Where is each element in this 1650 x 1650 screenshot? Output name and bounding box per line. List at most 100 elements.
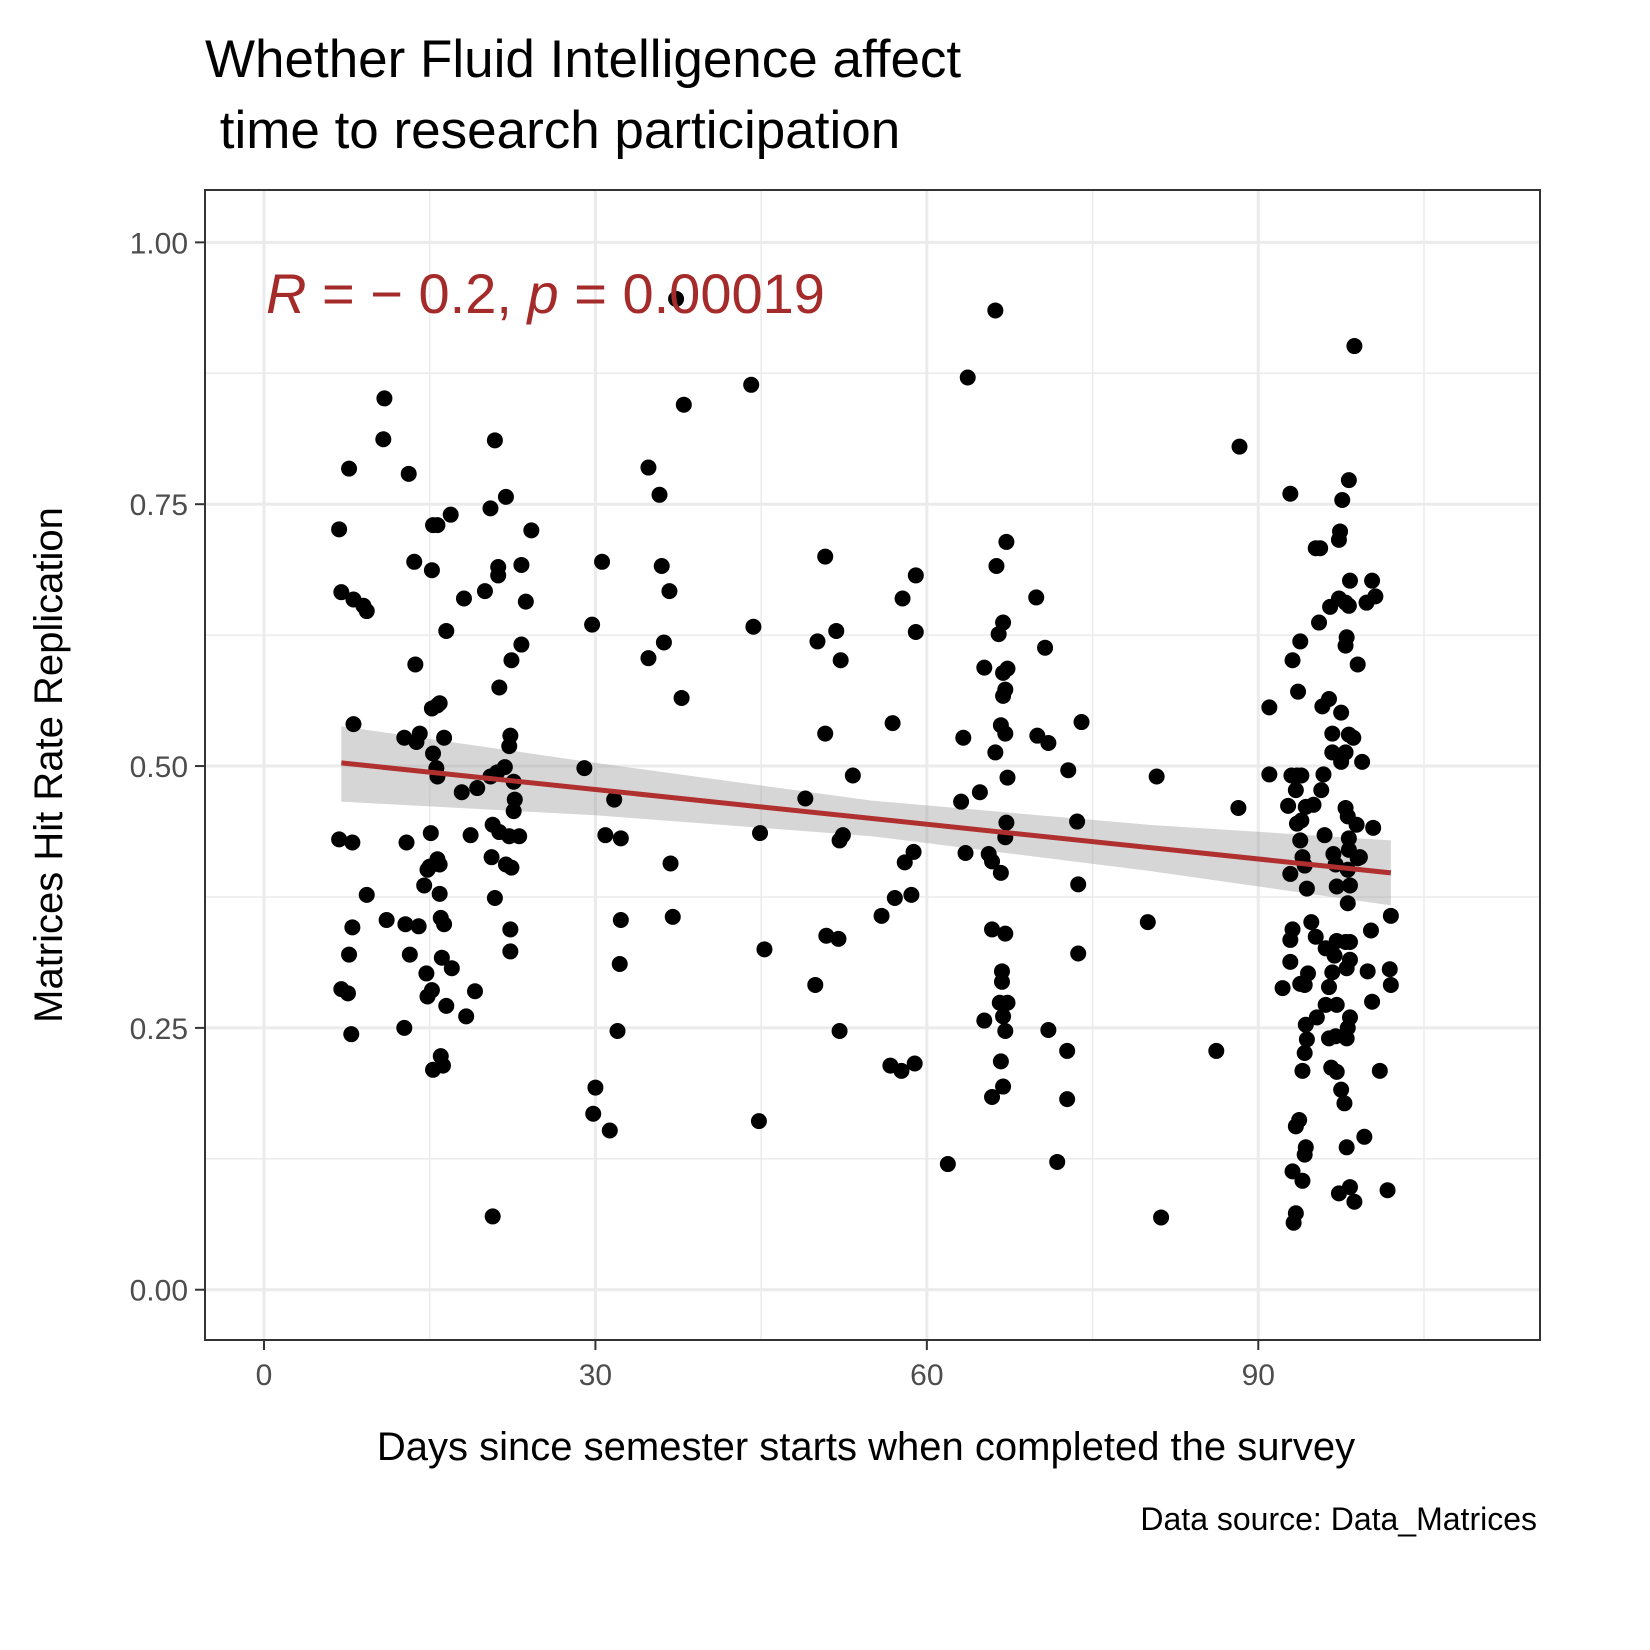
point	[976, 659, 993, 676]
point	[506, 791, 523, 808]
point	[410, 918, 427, 935]
point	[959, 369, 976, 386]
point	[1296, 976, 1313, 993]
chart-title: time to research participation	[205, 101, 900, 160]
point	[1305, 796, 1322, 813]
point	[501, 738, 518, 755]
point	[831, 1023, 848, 1040]
point	[375, 431, 392, 448]
point	[907, 567, 924, 584]
point	[411, 725, 428, 742]
point	[1371, 1062, 1388, 1079]
point	[1340, 472, 1357, 489]
point	[817, 548, 834, 565]
point	[1290, 683, 1307, 700]
point	[1349, 850, 1366, 867]
point	[1294, 1172, 1311, 1189]
point	[378, 912, 395, 929]
point	[1073, 714, 1090, 731]
point	[661, 583, 678, 600]
y-tick-label: 0.25	[130, 1013, 188, 1046]
point	[513, 556, 530, 573]
point	[438, 622, 455, 639]
point	[1292, 633, 1309, 650]
point	[469, 780, 486, 797]
point	[1296, 1146, 1313, 1163]
point	[1365, 819, 1382, 836]
point	[997, 925, 1014, 942]
point	[886, 890, 903, 907]
point	[906, 1055, 923, 1072]
point	[1328, 1063, 1345, 1080]
point	[1037, 639, 1054, 656]
x-tick-label: 60	[910, 1359, 943, 1392]
point	[1148, 768, 1165, 785]
point	[1298, 880, 1315, 897]
point	[896, 854, 913, 871]
point	[418, 965, 435, 982]
point	[830, 930, 847, 947]
x-tick-label: 90	[1242, 1359, 1275, 1392]
point	[832, 652, 849, 669]
point	[1294, 1062, 1311, 1079]
point	[1069, 813, 1086, 830]
point	[358, 886, 375, 903]
point	[1303, 914, 1320, 931]
point	[502, 921, 519, 938]
point	[1280, 797, 1297, 814]
point	[1338, 1139, 1355, 1156]
point	[1308, 1009, 1325, 1026]
point	[743, 376, 760, 393]
point	[333, 584, 350, 601]
point	[419, 861, 436, 878]
point	[486, 890, 503, 907]
point	[401, 946, 418, 963]
point	[807, 976, 824, 993]
point	[1341, 1179, 1358, 1196]
point	[1293, 767, 1310, 784]
point	[1354, 753, 1371, 770]
point	[503, 859, 520, 876]
point	[612, 830, 629, 847]
point	[1340, 597, 1357, 614]
point	[1291, 1112, 1308, 1129]
point	[999, 769, 1016, 786]
point	[988, 558, 1005, 575]
point	[984, 921, 1001, 938]
point	[476, 583, 493, 600]
point	[606, 791, 623, 808]
point	[1326, 947, 1343, 964]
point	[828, 622, 845, 639]
point	[1070, 876, 1087, 893]
y-tick-label: 0.50	[130, 751, 188, 784]
point	[976, 1012, 993, 1029]
point	[484, 1208, 501, 1225]
point	[1292, 832, 1309, 849]
point	[987, 744, 1004, 761]
point	[396, 729, 413, 746]
annotation-part: = 0.00019	[559, 262, 825, 325]
point	[1028, 589, 1045, 606]
point	[673, 689, 690, 706]
point	[1320, 979, 1337, 996]
point	[957, 844, 974, 861]
point	[1282, 931, 1299, 948]
point	[1040, 1021, 1057, 1038]
point	[400, 465, 417, 482]
point	[903, 886, 920, 903]
point	[1356, 1128, 1373, 1145]
point	[662, 855, 679, 872]
point	[1296, 1045, 1313, 1062]
point	[797, 790, 814, 807]
point	[992, 864, 1009, 881]
point	[1339, 895, 1356, 912]
x-tick-label: 0	[256, 1359, 273, 1392]
point	[987, 302, 1004, 319]
point	[462, 827, 479, 844]
point	[1346, 1193, 1363, 1210]
point	[438, 997, 455, 1014]
point	[1359, 963, 1376, 980]
point	[997, 1023, 1014, 1040]
point	[1287, 782, 1304, 799]
